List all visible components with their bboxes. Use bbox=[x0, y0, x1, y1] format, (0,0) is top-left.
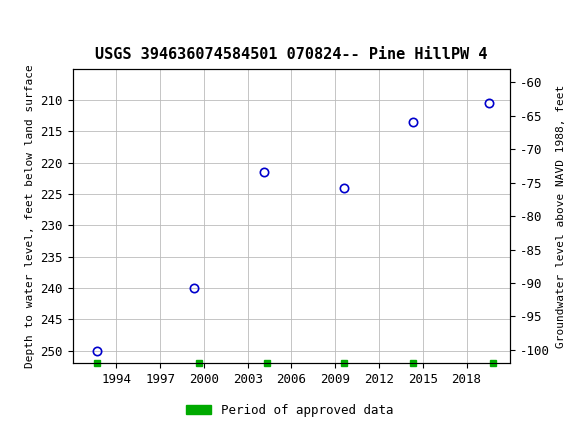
Text: ≡: ≡ bbox=[3, 9, 28, 37]
Title: USGS 394636074584501 070824-- Pine HillPW 4: USGS 394636074584501 070824-- Pine HillP… bbox=[95, 47, 488, 62]
Y-axis label: Groundwater level above NAVD 1988, feet: Groundwater level above NAVD 1988, feet bbox=[556, 84, 566, 348]
Text: USGS: USGS bbox=[32, 13, 100, 33]
Y-axis label: Depth to water level, feet below land surface: Depth to water level, feet below land su… bbox=[25, 64, 35, 368]
Legend: Period of approved data: Period of approved data bbox=[181, 399, 399, 421]
